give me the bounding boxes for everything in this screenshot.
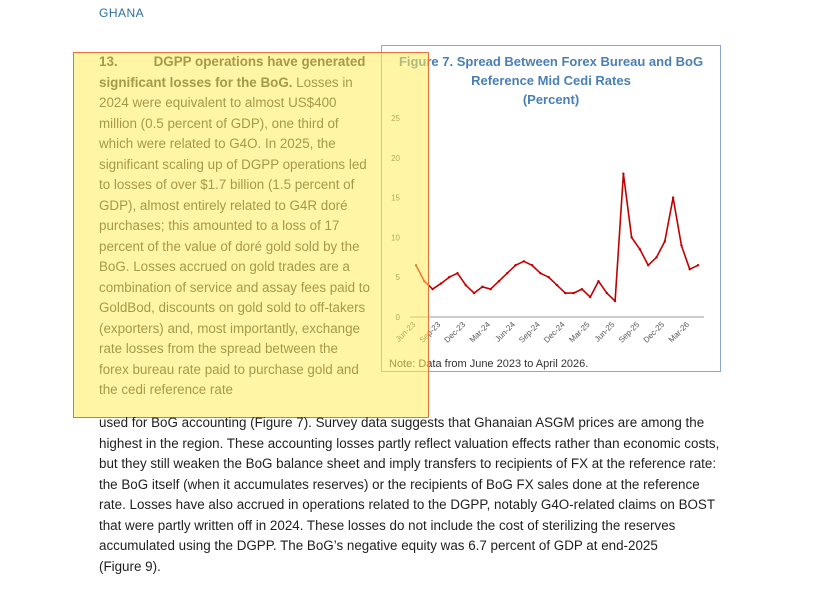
data-point [696,264,700,267]
data-point [472,291,476,295]
data-point [663,240,667,243]
data-point [630,236,633,239]
y-tick-label: 20 [391,154,400,163]
data-point [638,248,642,251]
x-tick-label: Sep-25 [617,320,642,345]
data-point [588,295,592,299]
x-tick-label: Sep-23 [418,320,443,345]
figure-title-line-3: (Percent) [522,92,580,107]
series-line-spread [415,172,699,302]
figure-7: Figure 7. Spread Between Forex Bureau an… [381,45,721,372]
x-tick-label: Jun-24 [493,320,517,344]
data-point [647,264,650,267]
data-point [555,283,559,287]
x-tick-label: Sep-24 [517,320,542,345]
spread-line-chart: 0 5 10 15 20 25 Jun-23 Sep-23 Dec-23 Mar-24 Jun-24… [391,114,704,345]
paragraph-body-tail: (Figure 9). [99,558,161,574]
data-point [680,244,683,247]
x-tick-label: Mar-26 [667,320,692,345]
data-point [688,268,691,271]
data-point [605,291,608,295]
y-tick-label: 0 [396,313,401,322]
paragraph-number: 13. [99,54,118,69]
data-point [597,279,600,283]
figure-note: Note: Data from June 2023 to April 2026. [389,358,589,370]
data-point [539,272,542,275]
data-point [447,276,451,279]
paragraph-body-top: Losses in 2024 were equivalent to almost… [99,74,370,398]
x-tick-label: Mar-25 [567,320,592,345]
x-tick-label: Jun-23 [394,320,418,344]
data-point [613,299,617,303]
data-point [580,287,584,291]
x-tick-label: Jun-25 [593,320,617,344]
figure-title: Figure 7. Spread Between Forex Bureau an… [382,52,720,109]
report-header-country: GHANA [99,6,145,20]
data-point [547,276,550,279]
x-tick-label: Dec-23 [443,320,468,345]
data-point [481,285,484,288]
data-point [464,283,467,287]
data-point [439,282,443,285]
data-point [564,291,567,295]
x-tick-label: Mar-24 [468,320,493,345]
data-point [506,272,509,275]
data-point [655,256,658,259]
data-point [456,272,459,275]
data-point [671,196,675,199]
data-point [572,291,575,295]
figure-title-line-1: Figure 7. Spread Between Forex Bureau an… [398,54,704,69]
y-tick-label: 15 [391,194,400,203]
data-point [414,264,418,267]
paragraph-13-top: 13. DGPP operations have generated signif… [99,52,371,401]
data-point [423,279,426,283]
paragraph-13-bottom: used for BoG accounting (Figure 7). Surv… [99,413,729,577]
paragraph-body-bottom: used for BoG accounting (Figure 7). Surv… [99,415,720,553]
x-tick-label: Dec-24 [542,320,567,345]
figure-title-line-2: Reference Mid Cedi Rates [471,73,631,88]
data-point [514,264,517,267]
y-tick-label: 10 [391,233,400,242]
data-point [431,287,434,291]
y-tick-label: 25 [391,114,400,123]
data-point [522,260,526,263]
data-point [489,287,492,291]
data-point [497,279,501,283]
y-tick-label: 5 [396,273,401,282]
data-point [530,264,534,267]
data-point [622,172,625,175]
x-tick-label: Dec-25 [642,320,667,345]
